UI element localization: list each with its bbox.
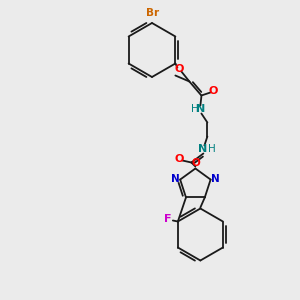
Text: N: N bbox=[198, 145, 207, 154]
Text: H: H bbox=[190, 104, 198, 115]
Text: F: F bbox=[164, 214, 172, 224]
Text: N: N bbox=[171, 174, 179, 184]
Text: O: O bbox=[191, 158, 200, 169]
Text: O: O bbox=[175, 154, 184, 164]
Text: Br: Br bbox=[146, 8, 160, 18]
Text: N: N bbox=[211, 174, 220, 184]
Text: O: O bbox=[209, 86, 218, 97]
Text: N: N bbox=[196, 104, 205, 115]
Text: O: O bbox=[175, 64, 184, 74]
Text: H: H bbox=[208, 145, 215, 154]
